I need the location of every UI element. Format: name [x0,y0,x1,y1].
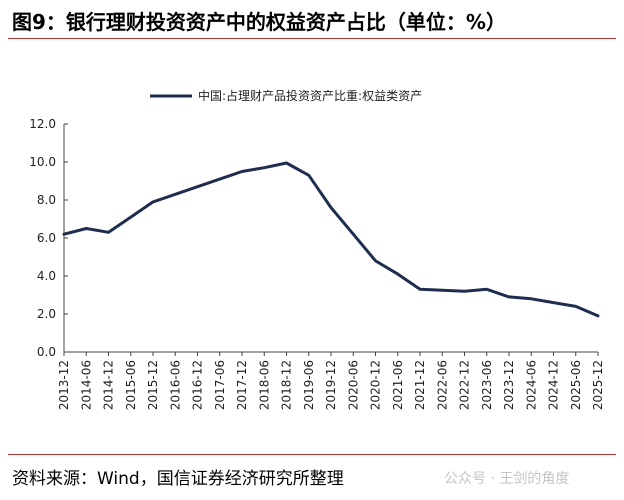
watermark: 公众号 · 王剑的角度 [444,471,570,487]
x-tick-label: 2025-12 [591,360,605,410]
x-tick-label: 2024-12 [547,360,561,410]
x-tick-label: 2023-06 [480,360,494,410]
line-chart: 0.0 2.0 4.0 6.0 8.0 10.0 12.0 2013-12 2014-06 201… [29,88,605,410]
x-tick-label: 2014-06 [79,360,93,410]
x-tick-label: 2021-06 [391,360,405,410]
x-tick-label: 2019-06 [302,360,316,410]
legend-label: 中国:占理财产品投资资产比重:权益类资产 [198,88,422,103]
x-tick-label: 2023-12 [502,360,516,410]
y-tick-label: 10.0 [29,155,56,169]
x-tick-label: 2016-06 [168,360,182,410]
y-tick-label: 12.0 [29,117,56,131]
x-tick-label: 2017-12 [235,360,249,410]
x-tick-label: 2013-12 [57,360,71,410]
source-note: 资料来源：Wind，国信证券经济研究所整理 [12,469,344,489]
footer-divider [8,454,616,455]
chart-title: 图9：银行理财投资资产中的权益资产占比（单位：%） [12,10,506,34]
x-tick-label: 2021-12 [413,360,427,410]
series-line [62,161,600,318]
x-tick-label: 2018-06 [257,360,271,410]
x-tick-label: 2020-06 [346,360,360,410]
x-tick-label: 2015-06 [124,360,138,410]
x-tick-label: 2014-12 [102,360,116,410]
x-tick-label: 2020-12 [369,360,383,410]
y-tick-label: 4.0 [37,269,56,283]
x-tick-label: 2022-12 [458,360,472,410]
y-tick-label: 6.0 [37,231,56,245]
x-tick-label: 2024-06 [524,360,538,410]
x-tick-label: 2022-06 [435,360,449,410]
x-tick-label: 2025-06 [569,360,583,410]
y-tick-label: 0.0 [37,345,56,359]
y-tick-label: 2.0 [37,307,56,321]
y-tick-label: 8.0 [37,193,56,207]
x-tick-label: 2015-12 [146,360,160,410]
x-tick-label: 2019-12 [324,360,338,410]
x-tick-label: 2016-12 [191,360,205,410]
x-tick-label: 2018-12 [280,360,294,410]
title-divider [8,38,616,39]
x-tick-label: 2017-06 [213,360,227,410]
